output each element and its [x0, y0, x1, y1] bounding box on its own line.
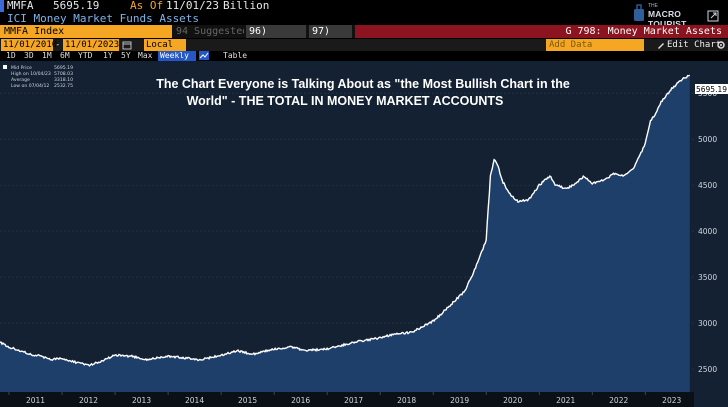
- chart-title-band: G 798: Money Market Assets: [355, 25, 728, 38]
- legend-label-1: High on 10/04/23: [11, 71, 51, 77]
- y-tick-label: 4500: [698, 181, 717, 190]
- frequency-select[interactable]: Weekly ▼: [158, 51, 196, 70]
- ticker-symbol: MMFA: [7, 0, 34, 12]
- subtitle: ICI Money Market Funds Assets: [7, 12, 200, 25]
- x-tick-label: 2020: [503, 396, 522, 405]
- x-tick-label: 2013: [132, 396, 151, 405]
- ticker-header: MMFA 5695.19 As Of 11/01/23 Billion: [0, 0, 728, 12]
- add-data-input[interactable]: Add Data: [546, 39, 644, 51]
- x-axis: 2011 2012 2013 2014 2015 2016 2017 2018 2019 2020…: [8, 392, 682, 405]
- x-tick-label: 2023: [662, 396, 681, 405]
- period-5y[interactable]: 5Y: [121, 51, 131, 60]
- ticker-value: 5695.19: [53, 0, 100, 12]
- date-range-bar: 11/01/2010 - 11/01/2023 Local CCY Add Da…: [0, 39, 728, 62]
- chart-area: 2011 2012 2013 2014 2015 2016 2017 2018 2019 2020…: [0, 61, 728, 407]
- legend-label-0: Mid Price: [11, 65, 32, 71]
- last-value-tag: 5695.19: [695, 84, 728, 94]
- x-axis-band: [0, 392, 694, 407]
- line-chart-icon[interactable]: [199, 51, 209, 60]
- start-date-input[interactable]: 11/01/2010: [1, 39, 58, 51]
- period-6m[interactable]: 6M: [60, 51, 70, 60]
- pencil-icon: [658, 43, 664, 49]
- x-tick-label: 2022: [609, 396, 628, 405]
- last-value-label: 5695.19: [696, 85, 727, 94]
- legend-label-3: Low on 07/04/12: [11, 83, 49, 89]
- security-description: ICI Money Market Funds Assets: [0, 12, 728, 25]
- suggested-charts-button[interactable]: 94 Suggested Charts: [176, 26, 244, 37]
- y-tick-label: 5000: [698, 135, 717, 144]
- unit-label: Billion: [223, 0, 270, 12]
- x-tick-label: 2012: [79, 396, 98, 405]
- y-tick-label: 3000: [698, 319, 717, 328]
- brand-logo: THE MACRO TOURIST: [633, 2, 721, 29]
- legend-label-2: Average: [11, 77, 30, 83]
- period-1d[interactable]: 1D: [6, 51, 16, 60]
- period-3d[interactable]: 3D: [24, 51, 34, 60]
- y-tick-label: 2500: [698, 365, 717, 374]
- suitcase-icon: [634, 4, 644, 21]
- x-tick-label: 2019: [450, 396, 469, 405]
- brand-small: THE: [648, 3, 658, 9]
- series-line: [0, 74, 691, 367]
- area-fill: [0, 75, 690, 393]
- y-tick-label: 3500: [698, 273, 717, 282]
- calendar-icon[interactable]: [122, 40, 132, 50]
- x-tick-label: 2016: [291, 396, 310, 405]
- brand-name: MACRO TOURIST: [648, 9, 687, 29]
- chart-title-line-2: World" - THE TOTAL IN MONEY MARKET ACCOU…: [187, 94, 504, 108]
- edit-chart-button[interactable]: Edit Chart: [667, 40, 722, 50]
- ticker-marker: [0, 0, 4, 12]
- table-button[interactable]: Table: [223, 51, 248, 60]
- chart-title-line-1: The Chart Everyone is Talking About as "…: [156, 77, 570, 91]
- legend-value-1: 5708.03: [54, 71, 73, 77]
- gear-icon[interactable]: [716, 40, 726, 50]
- as-of-date: 11/01/23: [166, 0, 219, 12]
- period-max[interactable]: Max: [138, 51, 153, 60]
- end-date-input[interactable]: 11/01/2023: [63, 39, 120, 51]
- y-tick-label: 4000: [698, 227, 717, 236]
- index-field[interactable]: MMFA Index: [0, 25, 172, 38]
- last-value-box: [695, 84, 728, 94]
- as-of-label: As Of: [130, 0, 164, 12]
- period-1m[interactable]: 1M: [42, 51, 52, 60]
- x-tick-label: 2017: [344, 396, 363, 405]
- x-tick-label: 2011: [26, 396, 45, 405]
- legend-swatch: [3, 65, 7, 69]
- toolbar: MMFA Index 94 Suggested Charts 96) Actio…: [0, 25, 728, 50]
- period-bar: 1D 3D 1M 6M YTD 1Y 5Y Max Weekly ▼ Table: [0, 51, 728, 70]
- edit-menu[interactable]: 97) Edit ▾: [309, 25, 352, 50]
- x-tick-label: 2018: [397, 396, 416, 405]
- x-tick-label: 2021: [556, 396, 575, 405]
- currency-select[interactable]: Local CCY: [144, 39, 186, 62]
- x-tick-label: 2015: [238, 396, 257, 405]
- legend-value-3: 2532.75: [54, 83, 73, 89]
- period-ytd[interactable]: YTD: [78, 51, 93, 60]
- date-separator: -: [55, 40, 61, 50]
- legend: Mid Price 5695.19 High on 10/04/23 5708.…: [3, 65, 73, 89]
- legend-value-0: 5695.19: [54, 65, 73, 71]
- export-icon[interactable]: [707, 10, 719, 22]
- period-1y[interactable]: 1Y: [103, 51, 113, 60]
- x-tick-label: 2014: [185, 396, 204, 405]
- actions-menu[interactable]: 96) Actions ▾: [246, 25, 306, 50]
- legend-value-2: 3318.10: [54, 77, 73, 83]
